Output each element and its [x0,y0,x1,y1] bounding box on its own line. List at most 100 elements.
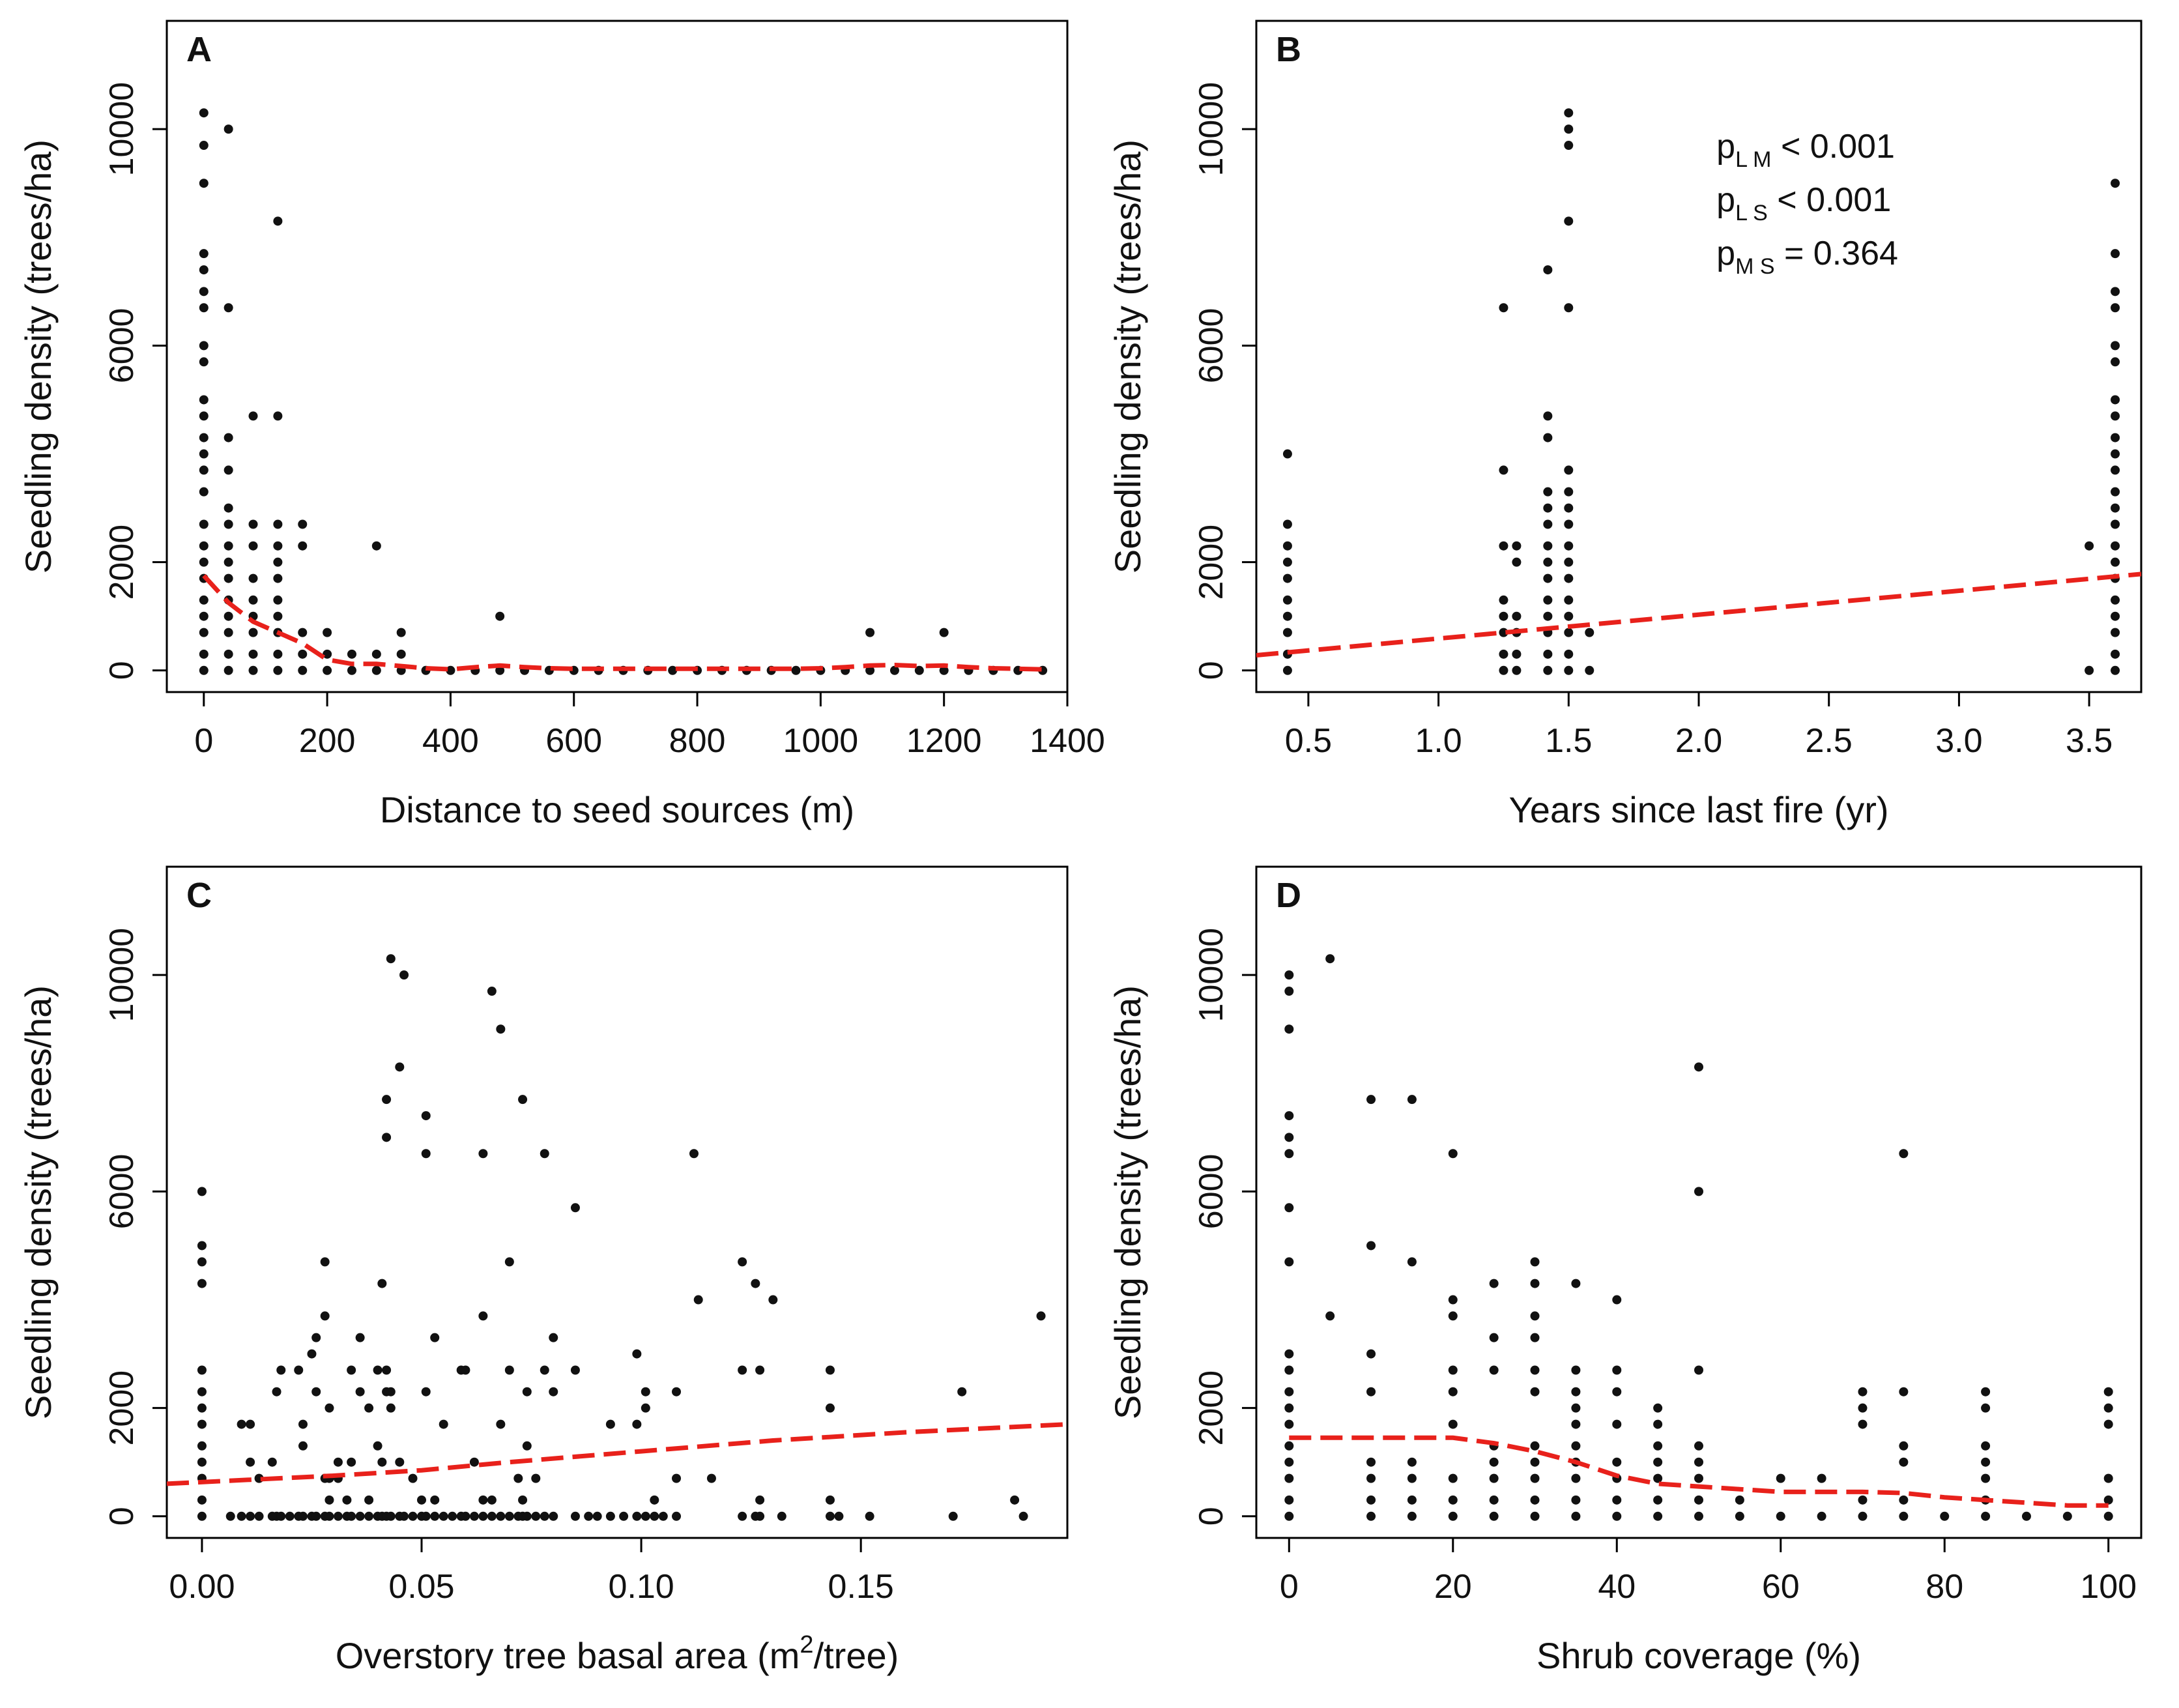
data-point [298,541,308,551]
data-point [1571,1511,1581,1521]
data-point [1564,628,1574,637]
data-point [672,1511,682,1521]
data-point [1981,1441,1991,1451]
data-point [1694,1457,1703,1467]
data-point [2111,519,2120,529]
data-point [738,1511,747,1521]
x-tick-label: 1400 [1030,722,1105,760]
data-point [1284,1457,1294,1467]
data-point [2111,503,2120,513]
panel-letter: D [1276,876,1301,915]
data-point [518,1495,528,1505]
data-point [825,1365,835,1375]
data-point [1612,1365,1622,1375]
data-point [605,1511,615,1521]
data-point [487,987,497,996]
data-point [1612,1457,1622,1467]
data-point [197,1403,207,1413]
data-point [496,1024,506,1034]
data-point [2111,487,2120,497]
data-point [504,1257,514,1267]
data-point [199,449,209,459]
data-point [570,1203,580,1213]
data-point [1564,665,1574,675]
data-point [1284,1441,1294,1451]
data-point [197,1511,207,1521]
data-point [1571,1365,1581,1375]
panel-d: 0 20 40 60 80 100 0 2000 6000 10000 Shrub coverage… [1107,865,2143,1676]
data-point [1407,1457,1417,1467]
p-value-prefix: p [1716,235,1735,272]
data-point [439,1419,448,1429]
data-point [914,665,924,675]
data-point [1564,519,1574,529]
data-point [273,611,283,621]
data-point [1543,411,1553,421]
data-point [939,665,949,675]
data-point [605,1419,615,1429]
data-point [347,1511,356,1521]
y-tick-label: 2000 [1192,525,1230,600]
data-point [1499,303,1508,313]
data-point [2111,357,2120,367]
x-tick-label: 0.15 [828,1568,894,1606]
data-point [1284,987,1294,996]
data-point [355,1387,365,1397]
data-point [1653,1495,1663,1505]
data-point [396,649,406,659]
data-point [1564,108,1574,118]
y-axis-title: Seedling density (trees/ha) [1107,139,1148,573]
data-point [865,1511,874,1521]
data-point [1571,1495,1581,1505]
data-point [248,628,258,637]
data-point [2111,249,2120,259]
data-point [417,1495,427,1505]
data-point [2103,1387,2113,1397]
data-point [273,595,283,605]
data-point [199,179,209,188]
data-point [825,1511,835,1521]
data-point [395,1062,405,1072]
data-point [1366,1387,1376,1397]
data-point [1499,649,1508,659]
data-point [755,1365,765,1375]
data-point [224,303,233,313]
data-point [1564,465,1574,475]
data-point [1366,1457,1376,1467]
x-axis-title: Distance to seed sources (m) [380,789,854,830]
y-tick-label: 6000 [103,308,141,384]
data-point [430,1495,440,1505]
data-point [1981,1473,1991,1483]
data-point [294,1365,304,1375]
x-tick-label: 0.5 [1285,722,1332,760]
data-point [1530,1365,1540,1375]
data-point [672,1473,682,1483]
data-point [1564,541,1574,551]
data-point [1981,1457,1991,1467]
data-point [1282,611,1292,621]
data-point [1543,541,1553,551]
data-point [1448,1311,1458,1321]
data-point [1282,573,1292,583]
data-point [246,1457,255,1467]
data-point [1282,449,1292,459]
data-point [273,557,283,567]
data-point [2111,411,2120,421]
data-point [2085,665,2094,675]
data-point [325,1511,334,1521]
data-point [570,1511,580,1521]
data-point [1489,1495,1499,1505]
data-point [254,1511,264,1521]
data-point [224,628,233,637]
data-point [1366,1241,1376,1251]
data-point [522,1511,532,1521]
data-point [549,1387,558,1397]
data-point [276,1365,286,1375]
data-point [267,1457,277,1467]
fit-line [1256,572,2141,658]
data-point [355,1511,365,1521]
data-point [311,1333,321,1342]
data-point [1530,1457,1540,1467]
data-point [2111,395,2120,405]
data-point [1653,1473,1663,1483]
